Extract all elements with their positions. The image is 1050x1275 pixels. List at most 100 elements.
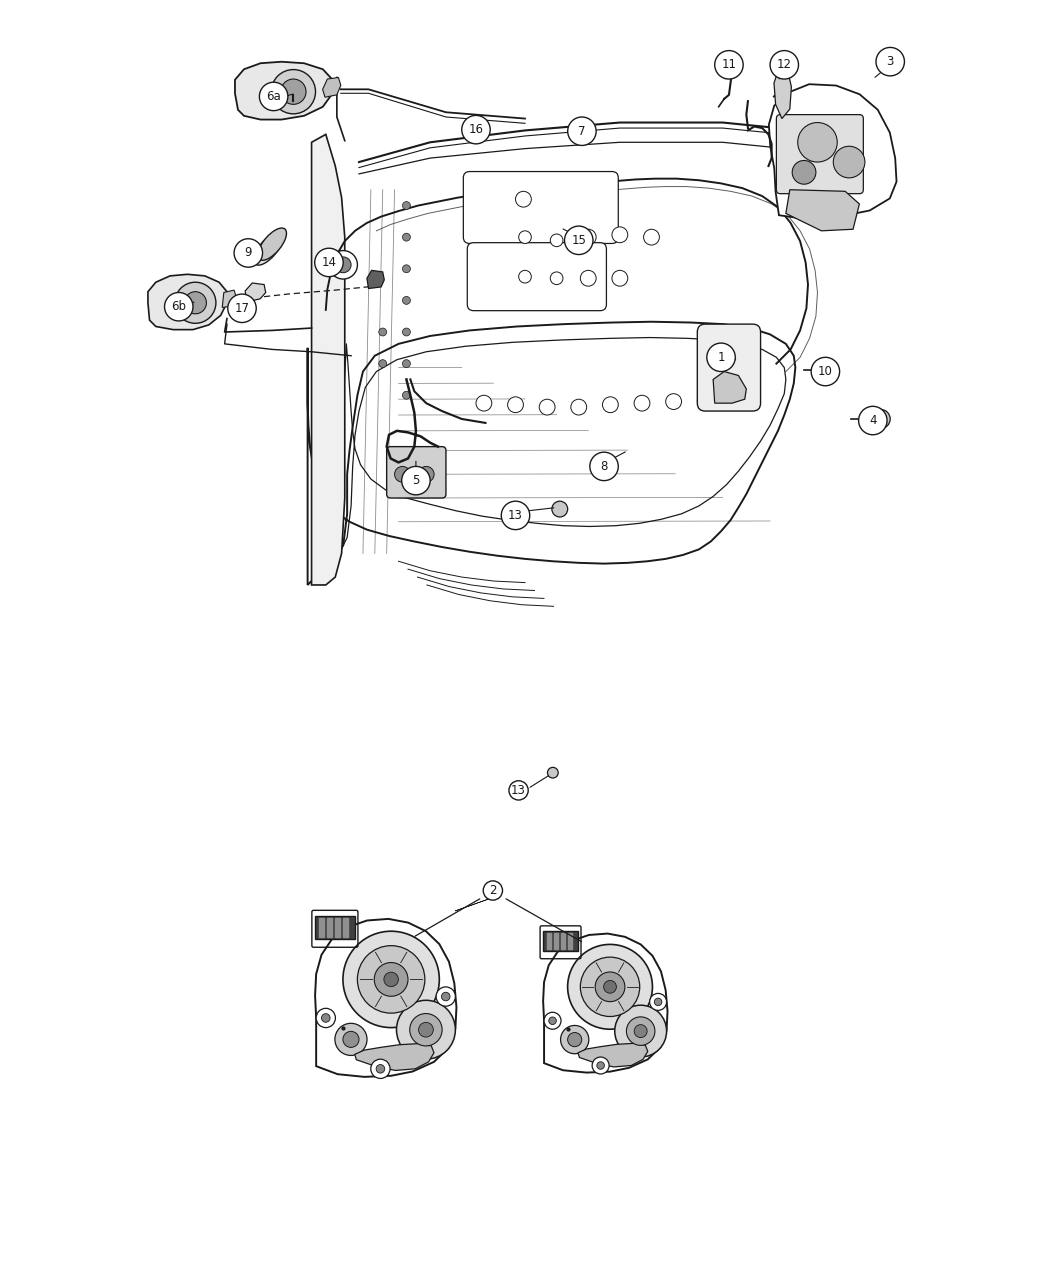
Polygon shape (774, 71, 792, 119)
Text: 5: 5 (413, 474, 420, 487)
Circle shape (402, 233, 411, 241)
Circle shape (547, 768, 559, 778)
Circle shape (234, 238, 262, 268)
Circle shape (798, 122, 837, 162)
Circle shape (834, 147, 865, 177)
Polygon shape (343, 918, 348, 937)
Polygon shape (785, 190, 859, 231)
FancyBboxPatch shape (776, 115, 863, 194)
Circle shape (540, 399, 555, 416)
Polygon shape (308, 321, 795, 585)
Circle shape (419, 1023, 434, 1037)
Text: 13: 13 (508, 509, 523, 521)
Circle shape (603, 397, 618, 413)
Circle shape (402, 467, 430, 495)
Circle shape (568, 117, 596, 145)
Circle shape (402, 297, 411, 305)
FancyBboxPatch shape (386, 446, 446, 499)
Polygon shape (366, 270, 384, 288)
Text: 16: 16 (468, 124, 483, 136)
Text: 6b: 6b (171, 300, 186, 314)
Text: 8: 8 (601, 460, 608, 473)
Text: 17: 17 (234, 302, 250, 315)
Circle shape (343, 931, 439, 1028)
Circle shape (627, 1017, 655, 1046)
Circle shape (612, 270, 628, 286)
Circle shape (402, 360, 411, 367)
Circle shape (374, 963, 408, 996)
Circle shape (509, 780, 528, 799)
Circle shape (654, 998, 662, 1006)
Ellipse shape (254, 233, 282, 265)
Circle shape (568, 945, 652, 1029)
Polygon shape (235, 61, 333, 120)
Circle shape (550, 272, 563, 284)
Polygon shape (769, 84, 897, 218)
Circle shape (335, 1024, 367, 1056)
Circle shape (549, 1017, 556, 1025)
Text: 9: 9 (245, 246, 252, 259)
Circle shape (872, 409, 890, 428)
Circle shape (335, 258, 351, 273)
Circle shape (666, 394, 681, 409)
Circle shape (792, 161, 816, 184)
Circle shape (228, 295, 256, 323)
FancyBboxPatch shape (543, 931, 579, 951)
Circle shape (876, 47, 904, 76)
Circle shape (822, 362, 838, 377)
Polygon shape (312, 134, 344, 585)
Text: 4: 4 (869, 414, 877, 427)
Polygon shape (245, 283, 266, 302)
Circle shape (507, 397, 523, 413)
Polygon shape (578, 1043, 648, 1067)
Polygon shape (554, 933, 558, 949)
Circle shape (376, 1065, 384, 1074)
Circle shape (612, 227, 628, 242)
Circle shape (592, 1057, 609, 1074)
Circle shape (501, 501, 530, 529)
Text: 11: 11 (721, 59, 736, 71)
Circle shape (516, 191, 531, 207)
Circle shape (590, 453, 618, 481)
Circle shape (561, 1025, 589, 1053)
Text: 12: 12 (777, 59, 792, 71)
Circle shape (644, 230, 659, 245)
Polygon shape (547, 933, 550, 949)
Circle shape (595, 972, 625, 1002)
FancyBboxPatch shape (467, 242, 607, 311)
Polygon shape (561, 933, 565, 949)
Circle shape (596, 1062, 605, 1070)
Circle shape (581, 230, 596, 245)
Text: 10: 10 (818, 365, 833, 377)
Polygon shape (223, 291, 236, 307)
Polygon shape (319, 918, 323, 937)
Circle shape (476, 395, 491, 411)
Circle shape (418, 467, 434, 482)
Circle shape (650, 993, 667, 1010)
Text: 2: 2 (489, 884, 497, 898)
Circle shape (483, 881, 503, 900)
Circle shape (402, 265, 411, 273)
Circle shape (402, 201, 411, 209)
Circle shape (402, 328, 411, 337)
Circle shape (552, 501, 568, 516)
Circle shape (568, 1033, 582, 1047)
Circle shape (565, 226, 593, 255)
Circle shape (707, 343, 735, 371)
Circle shape (581, 958, 639, 1016)
Text: 14: 14 (321, 256, 336, 269)
Circle shape (770, 51, 798, 79)
Circle shape (397, 1001, 456, 1060)
Circle shape (550, 235, 563, 246)
Text: 6a: 6a (267, 91, 281, 103)
Polygon shape (543, 933, 668, 1072)
Polygon shape (335, 918, 340, 937)
Text: 15: 15 (571, 233, 586, 247)
Circle shape (634, 1025, 647, 1038)
Circle shape (715, 51, 743, 79)
Circle shape (280, 79, 306, 105)
FancyBboxPatch shape (315, 917, 355, 938)
Circle shape (812, 357, 840, 386)
Polygon shape (315, 919, 457, 1077)
Text: 1: 1 (717, 351, 724, 363)
